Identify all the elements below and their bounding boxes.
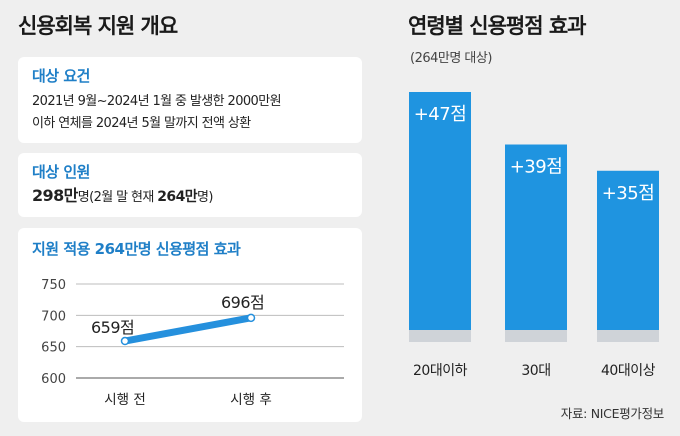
bar-base	[597, 330, 659, 342]
bar	[409, 92, 471, 330]
eligibility-title: 대상 요건	[32, 67, 90, 85]
bar-base	[409, 330, 471, 342]
y-tick-label: 700	[41, 309, 66, 324]
left-title: 신용회복 지원 개요	[18, 14, 178, 38]
source-note: 자료: NICE평가정보	[560, 406, 665, 421]
right-title: 연령별 신용평점 효과	[408, 14, 587, 38]
series-line	[121, 314, 255, 345]
x-tick-label: 30대	[521, 363, 550, 379]
target-note-value: 264만	[157, 189, 197, 205]
x-tick-label: 시행 후	[230, 392, 272, 408]
target-note-suffix: 명)	[197, 190, 213, 205]
data-label: 696점	[221, 293, 264, 312]
eligibility-line-2: 이하 연체를 2024년 5월 말까지 전액 상환	[32, 116, 251, 131]
bar-base	[505, 330, 567, 342]
target-title: 대상 인원	[32, 163, 90, 181]
target-value: 298만	[32, 186, 78, 205]
data-point	[120, 336, 130, 346]
eligibility-card: 대상 요건 2021년 9월~2024년 1월 중 발생한 2000만원 이하 …	[18, 57, 362, 143]
y-tick-label: 650	[41, 341, 66, 356]
data-label: 659점	[91, 318, 134, 337]
x-tick-label: 20대이하	[413, 363, 468, 379]
target-card: 대상 인원 298만명(2월 말 현재 264만명)	[18, 153, 362, 217]
target-unit: 명	[77, 190, 90, 205]
bar	[505, 144, 567, 330]
target-line: 298만명(2월 말 현재 264만명)	[32, 184, 213, 209]
bar-value-label: +47점	[414, 104, 467, 125]
x-tick-label: 40대이상	[601, 363, 656, 379]
x-tick-label: 시행 전	[104, 392, 146, 408]
bar-chart: +47점 20대이하 +39점 30대 +35점 40대이상	[409, 92, 659, 379]
bar-value-label: +39점	[510, 157, 563, 178]
data-point	[246, 313, 256, 323]
target-note-prefix: (2월 말 현재	[89, 190, 158, 205]
right-subtitle: (264만명 대상)	[410, 51, 492, 66]
line-chart-title: 지원 적용 264만명 신용평점 효과	[32, 240, 241, 258]
y-tick-label: 600	[41, 372, 66, 387]
bar	[597, 170, 659, 330]
eligibility-line-1: 2021년 9월~2024년 1월 중 발생한 2000만원	[32, 94, 282, 109]
y-tick-label: 750	[41, 278, 66, 293]
bar-value-label: +35점	[602, 183, 655, 204]
line-chart-card: 지원 적용 264만명 신용평점 효과 600 650 700 750 659점 696점…	[18, 228, 362, 422]
